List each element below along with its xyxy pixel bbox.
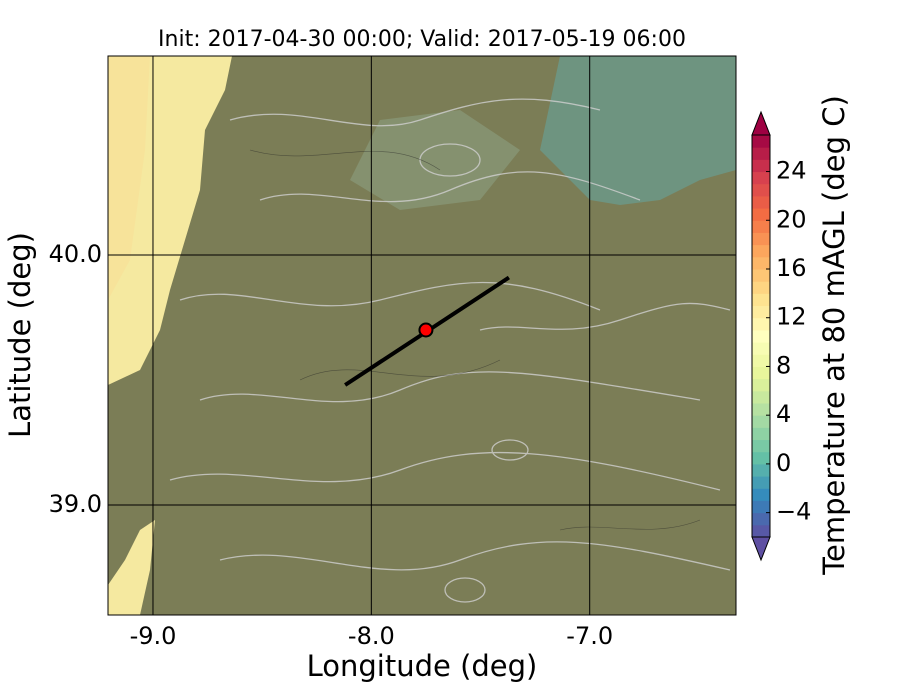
- colorbar-tick-label: 8: [776, 351, 791, 379]
- colorbar-band: [752, 463, 770, 477]
- colorbar-band: [752, 476, 770, 489]
- x-tick-label: -7.0: [566, 622, 613, 650]
- colorbar-frame: [751, 134, 771, 538]
- x-tick-label: -8.0: [348, 622, 395, 650]
- colorbar-band: [752, 269, 770, 282]
- title: Init: 2017-04-30 00:00; Valid: 2017-05-1…: [158, 27, 686, 52]
- colorbar-band: [752, 403, 770, 416]
- colorbar-band: [752, 317, 770, 331]
- colorbar-band: [752, 244, 770, 258]
- colorbar-tick-label: 4: [776, 400, 791, 428]
- colorbar-band: [752, 488, 770, 501]
- colorbar-band: [752, 439, 770, 453]
- colorbar-extend-high: [751, 110, 771, 136]
- colorbar-band: [752, 512, 770, 526]
- colorbar-band: [752, 232, 770, 246]
- y-tick-label: 40.0: [49, 240, 102, 268]
- colorbar-tick-label: 16: [776, 254, 807, 282]
- y-tick-label: 39.0: [49, 490, 102, 518]
- colorbar-band: [752, 171, 770, 185]
- colorbar-band: [752, 354, 770, 367]
- colorbar-band: [752, 427, 770, 441]
- colorbar-band: [752, 305, 770, 319]
- colorbar-band: [752, 366, 770, 380]
- site-point: [418, 322, 434, 338]
- colorbar-band: [752, 451, 770, 465]
- map-frame: [107, 55, 737, 616]
- colorbar-band: [752, 329, 770, 343]
- colorbar-band: [752, 208, 770, 221]
- y-axis-label: Latitude (deg): [3, 232, 37, 438]
- colorbar-band: [752, 378, 770, 392]
- colorbar-band: [752, 342, 770, 355]
- colorbar-band: [752, 183, 770, 197]
- colorbar-band: [752, 195, 770, 209]
- colorbar-label: Temperature at 80 mAGL (deg C): [817, 95, 851, 576]
- colorbar-band: [752, 135, 770, 148]
- colorbar-tick-label: 24: [776, 157, 807, 185]
- colorbar-tick-label: 12: [776, 303, 807, 331]
- colorbar-band: [752, 390, 770, 404]
- terrain: [108, 56, 736, 615]
- colorbar-band: [752, 147, 770, 160]
- colorbar-band: [752, 500, 770, 514]
- colorbar-band: [752, 220, 770, 233]
- colorbar-band: [752, 293, 770, 307]
- colorbar-band: [752, 159, 770, 173]
- colorbar-tick-label: −4: [776, 498, 811, 526]
- colorbar-band: [752, 256, 770, 270]
- x-axis-label: Longitude (deg): [307, 649, 538, 683]
- colorbar-tick-label: 0: [776, 449, 791, 477]
- colorbar-band: [752, 281, 770, 294]
- colorbar-tick-label: 20: [776, 205, 807, 233]
- x-tick-label: -9.0: [130, 622, 177, 650]
- colorbar-band: [752, 524, 770, 538]
- colorbar-extend-low: [751, 536, 771, 562]
- colorbar-band: [752, 415, 770, 428]
